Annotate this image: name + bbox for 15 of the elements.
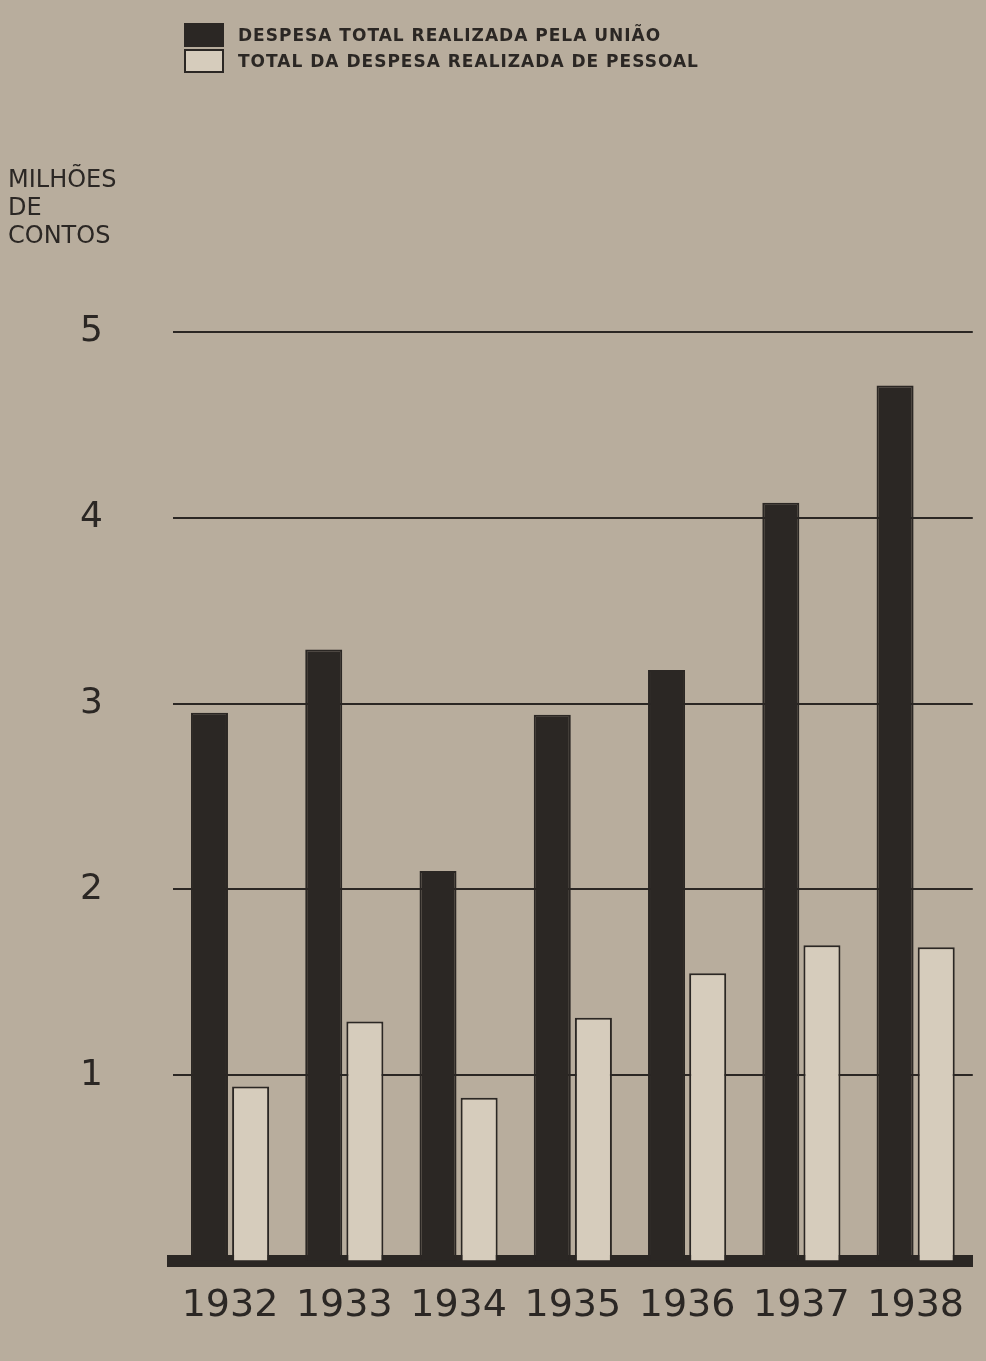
x-tick-label: 1934 — [410, 1281, 507, 1326]
y-tick-label: 1 — [80, 1051, 103, 1093]
x-tick-label: 1936 — [638, 1281, 736, 1326]
x-tick-label: 1938 — [867, 1281, 965, 1326]
y-axis-title: MILHÕES DE CONTOS — [8, 165, 118, 249]
y-tick-label: 3 — [80, 679, 103, 721]
y-tick-label: 5 — [80, 307, 103, 349]
x-tick-label: 1932 — [181, 1281, 279, 1326]
x-tick-label: 1933 — [295, 1281, 393, 1326]
legend-label: TOTAL DA DESPESA REALIZADA DE PESSOAL — [238, 51, 699, 71]
y-tick-label: 2 — [80, 865, 103, 907]
x-tick-label: 1937 — [753, 1281, 850, 1326]
legend-label: DESPESA TOTAL REALIZADA PELA UNIÃO — [238, 25, 662, 45]
x-tick-label: 1935 — [524, 1281, 622, 1326]
y-tick-label: 4 — [80, 493, 103, 535]
